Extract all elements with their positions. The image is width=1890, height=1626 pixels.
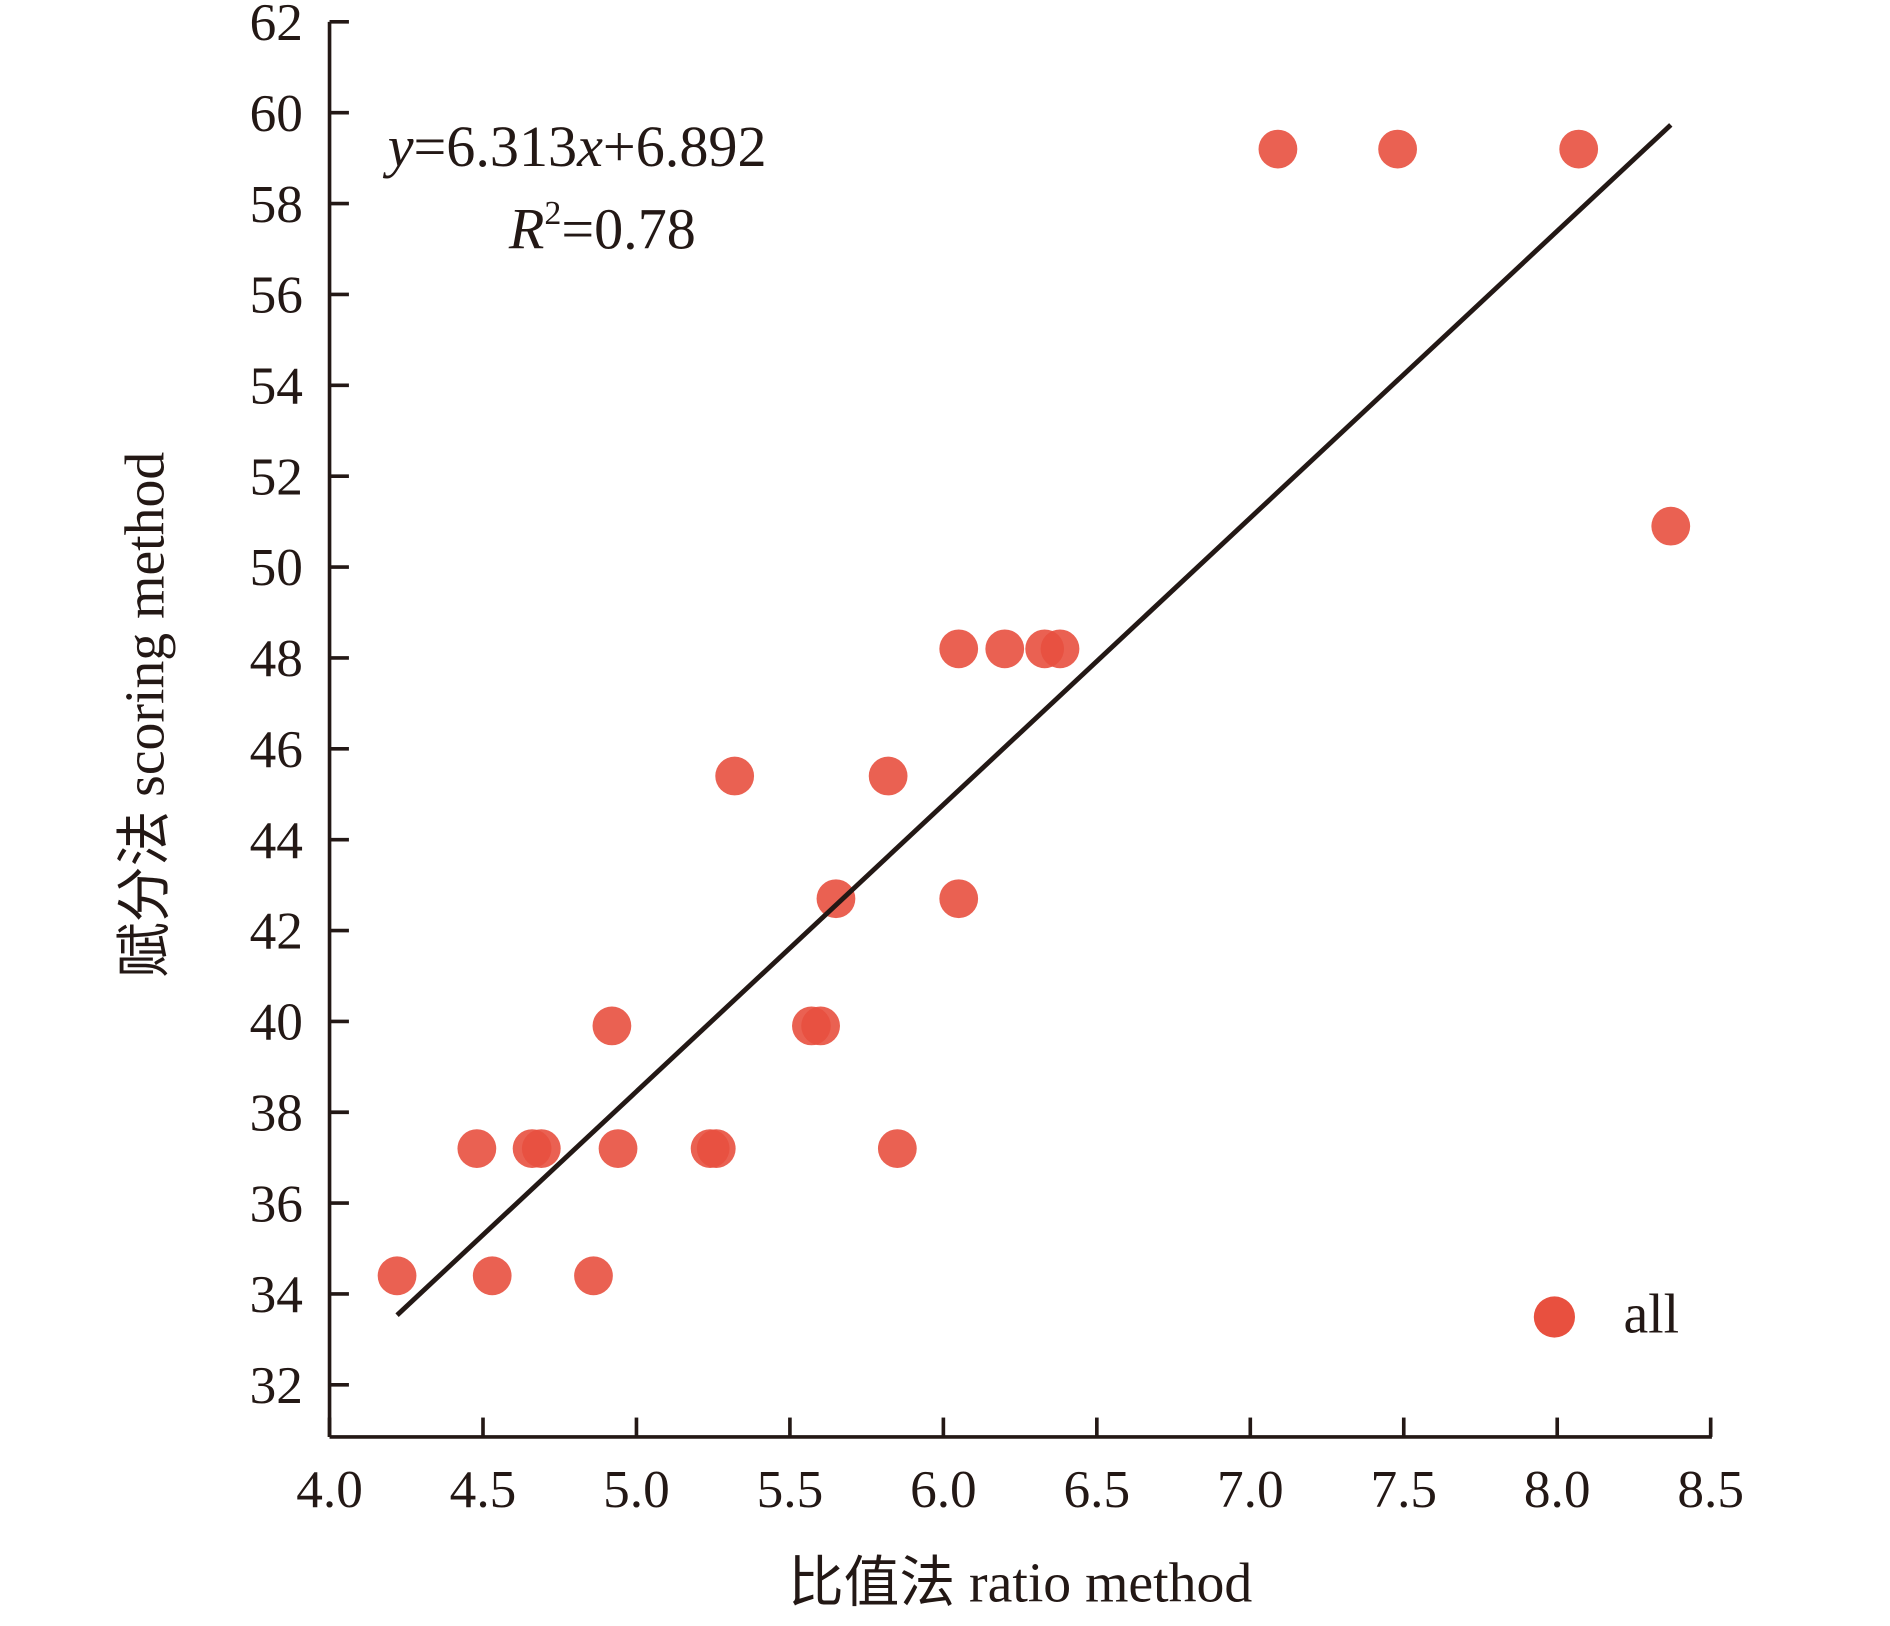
- legend-marker: [1533, 1296, 1575, 1338]
- data-point: [877, 1129, 917, 1168]
- data-point: [801, 1006, 840, 1046]
- y-tick-label: 50: [250, 538, 303, 597]
- y-tick-label: 56: [250, 266, 303, 325]
- x-tick-label: 7.0: [1217, 1460, 1284, 1519]
- y-tick-label: 38: [250, 1083, 303, 1142]
- y-tick-label: 60: [250, 84, 303, 143]
- data-point: [1258, 129, 1298, 169]
- x-tick-label: 5.5: [757, 1460, 824, 1519]
- legend-label: all: [1623, 1284, 1679, 1346]
- y-tick-label: 48: [250, 629, 303, 688]
- data-point: [939, 629, 979, 669]
- x-tick-label: 6.5: [1064, 1460, 1131, 1519]
- x-tick-label: 4.0: [296, 1460, 363, 1519]
- x-tick-label: 8.5: [1677, 1460, 1744, 1519]
- regression-equation: y=6.313x+6.892: [383, 114, 767, 179]
- data-point: [868, 756, 908, 796]
- y-tick-label: 44: [250, 811, 303, 870]
- y-tick-label: 58: [250, 175, 303, 234]
- y-axis-label: 赋分法 scoring method: [115, 452, 177, 978]
- data-point: [816, 879, 856, 919]
- data-point: [939, 879, 979, 919]
- data-point: [521, 1129, 561, 1168]
- data-point: [472, 1256, 512, 1296]
- y-tick-label: 62: [250, 0, 303, 52]
- y-tick-label: 52: [250, 447, 303, 506]
- y-tick-label: 54: [250, 356, 303, 415]
- y-tick-label: 40: [250, 993, 303, 1052]
- data-point: [598, 1129, 638, 1168]
- data-point: [574, 1256, 613, 1296]
- data-point: [715, 756, 755, 796]
- y-tick-label: 42: [250, 902, 303, 961]
- data-point: [377, 1256, 417, 1296]
- y-tick-label: 32: [250, 1356, 303, 1415]
- y-tick-label: 34: [250, 1265, 303, 1324]
- x-tick-label: 7.5: [1370, 1460, 1437, 1519]
- r-squared: R2=0.78: [508, 195, 696, 261]
- x-tick-label: 8.0: [1524, 1460, 1591, 1519]
- axes: 4.0 4.5 5.0 5.5 6.0 6.5 7.0 7.5 8.0 8.5 32 34 36 38 40…: [250, 0, 1744, 1519]
- regression-line: [395, 123, 1673, 1317]
- y-tick-label: 46: [250, 720, 303, 779]
- data-points: [377, 129, 1691, 1296]
- x-axis-label: 比值法 ratio method: [788, 1553, 1252, 1615]
- data-point: [1651, 506, 1691, 546]
- data-point: [696, 1129, 736, 1168]
- data-point: [1559, 129, 1599, 169]
- y-tick-label: 36: [250, 1174, 303, 1233]
- x-tick-label: 4.5: [450, 1460, 517, 1519]
- data-point: [985, 629, 1025, 669]
- data-point: [592, 1006, 632, 1046]
- data-point: [1040, 629, 1080, 669]
- data-point: [457, 1129, 497, 1168]
- x-tick-label: 6.0: [910, 1460, 977, 1519]
- x-tick-label: 5.0: [603, 1460, 670, 1519]
- data-point: [1378, 129, 1418, 169]
